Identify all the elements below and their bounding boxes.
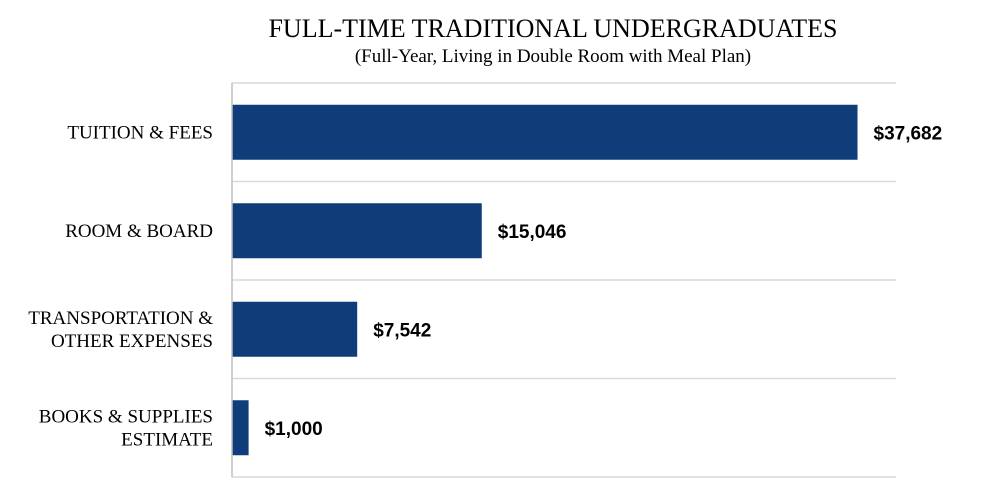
category-label-0-line-0: TUITION & FEES <box>67 122 213 143</box>
bar-1 <box>232 203 482 259</box>
bar-0 <box>232 104 858 160</box>
gridlines <box>232 82 896 478</box>
chart-title: FULL-TIME TRADITIONAL UNDERGRADUATES <box>268 14 837 43</box>
chart-subtitle: (Full-Year, Living in Double Room with M… <box>355 46 751 67</box>
category-label-3-line-1: ESTIMATE <box>121 429 213 450</box>
value-label-1: $15,046 <box>498 222 567 243</box>
value-label-2: $7,542 <box>373 320 431 341</box>
bar-3 <box>232 400 249 456</box>
category-label-3-line-0: BOOKS & SUPPLIES <box>39 406 213 427</box>
category-label-1-line-0: ROOM & BOARD <box>65 221 213 242</box>
bars <box>232 104 858 456</box>
value-label-3: $1,000 <box>265 419 323 440</box>
value-labels: $37,682 $15,046 $7,542 $1,000 <box>265 123 943 440</box>
category-labels: TUITION & FEES ROOM & BOARD TRANSPORTATION… <box>28 122 213 450</box>
value-label-0: $37,682 <box>874 123 943 144</box>
category-label-2-line-0: TRANSPORTATION & <box>28 308 213 329</box>
category-label-2-line-1: OTHER EXPENSES <box>51 331 213 352</box>
bar-2 <box>232 301 358 357</box>
